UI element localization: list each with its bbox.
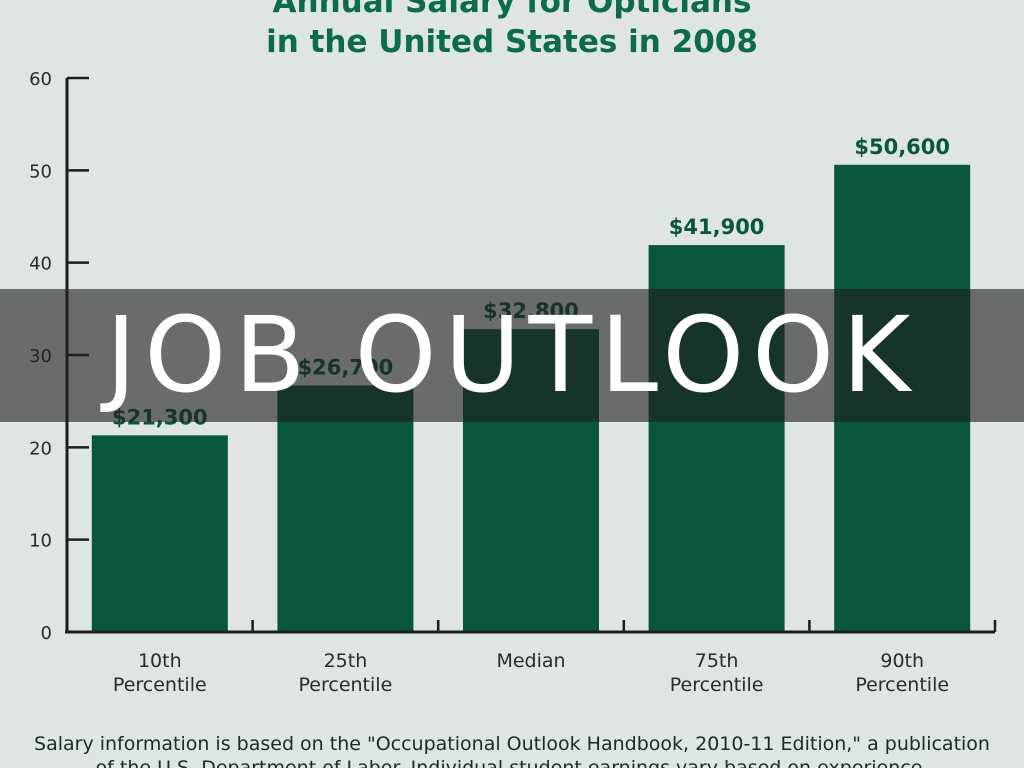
category-label: 25th [324,650,368,672]
overlay-banner [0,289,1024,422]
data-label: $50,600 [854,135,950,159]
y-tick-label: 0 [41,623,52,644]
footnote-line-1: Salary information is based on the "Occu… [34,733,990,755]
y-tick-label: 50 [29,161,52,182]
category-label: Median [496,650,565,672]
category-label: Percentile [670,674,764,696]
bar [277,385,414,631]
chart-title-line-2: in the United States in 2008 [266,24,758,60]
category-label: 90th [880,650,924,672]
bar [91,435,228,631]
category-label: Percentile [299,674,393,696]
category-label: 75th [695,650,739,672]
category-label: 10th [138,650,182,672]
footnote-line-2: of the U.S. Department of Labor. Individ… [95,757,929,768]
category-label: Percentile [855,674,949,696]
category-label: Percentile [113,674,207,696]
y-tick-label: 60 [29,69,52,90]
data-label: $41,900 [669,215,765,239]
overlay-title: JOB OUTLOOK [105,294,919,416]
y-tick-label: 20 [29,438,52,459]
chart-title-line-1: Annual Salary for Opticians [272,0,752,20]
y-tick-label: 40 [29,254,52,275]
y-tick-label: 10 [29,531,52,552]
